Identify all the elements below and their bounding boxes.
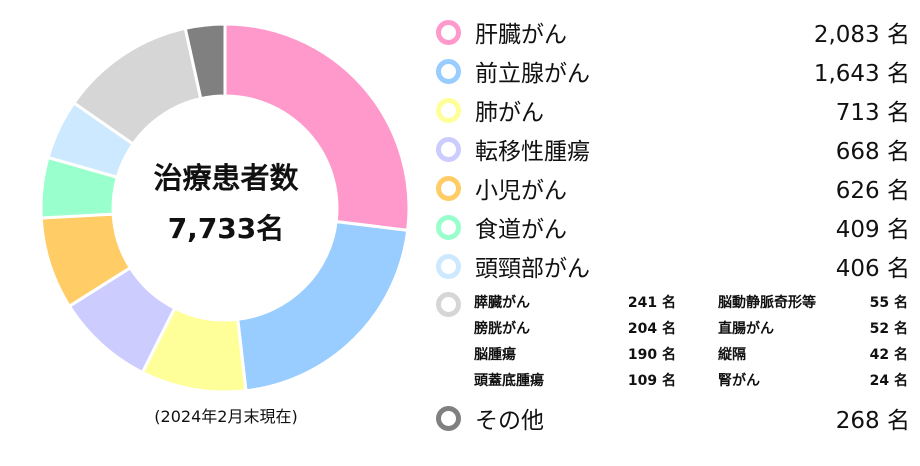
small-legend-item: 膀胱がん 204 名 [474,316,676,342]
center-title: 治療患者数 [153,161,299,195]
small-legend-label: 膵臓がん [474,295,530,311]
legend-item: 転移性腫瘍 668 名 [430,132,910,166]
legend-ring-icon [436,58,461,84]
legend-label: 頭頸部がん [475,256,590,282]
legend-ring-icon [436,253,461,279]
legend-item: 食道がん 409 名 [430,210,910,244]
legend-value: 668 名 [835,139,910,165]
legend-label: その他 [475,408,544,434]
legend-ring-icon [436,136,461,162]
small-legend-value: 109 名 [627,373,676,389]
legend-ring-icon [436,19,461,45]
small-legend-value: 241 名 [627,295,676,311]
small-legend-item: 脳動静脈奇形等 55 名 [718,290,908,316]
legend-item: 肝臓がん 2,083 名 [430,15,910,49]
legend-ring-icon [436,405,461,431]
small-legend-item: 膵臓がん 241 名 [474,290,676,316]
small-legend-item: 直腸がん 52 名 [718,316,908,342]
legend-ring-icon [436,97,461,123]
legend-label: 前立腺がん [475,61,590,87]
small-legend-item: 腎がん 24 名 [718,368,908,394]
small-legend-value: 204 名 [627,321,676,337]
legend-item: 頭頸部がん 406 名 [430,249,910,283]
small-legend-label: 腎がん [718,373,760,389]
small-legend-label: 直腸がん [718,321,774,337]
legend-value: 626 名 [835,178,910,204]
small-legend-label: 頭蓋底腫瘍 [474,373,544,389]
legend-value: 409 名 [835,217,910,243]
date-note: (2024年2月末現在) [154,407,298,426]
small-legend-value: 190 名 [627,347,676,363]
donut-chart-area: 治療患者数 7,733名 (2024年2月末現在) [0,0,440,466]
legend-value: 2,083 名 [813,22,910,48]
legend-label: 転移性腫瘍 [475,139,590,165]
legend-ring-icon [436,214,461,240]
legend-ring-icon [436,175,461,201]
donut-slice [183,22,227,101]
legend-item: 肺がん 713 名 [430,93,910,127]
donut-slice [236,219,410,393]
legend-item: 前立腺がん 1,643 名 [430,54,910,88]
legend-label: 肺がん [475,100,544,126]
small-legend-item: 頭蓋底腫瘍 109 名 [474,368,676,394]
donut-slice [223,22,411,233]
legend-label: 肝臓がん [475,22,567,48]
legend-value: 713 名 [835,100,910,126]
legend-label: 小児がん [475,178,567,204]
legend-value: 268 名 [835,408,910,434]
legend-value: 406 名 [835,256,910,282]
center-total: 7,733名 [167,212,285,245]
small-legend-item: 縦隔 42 名 [718,342,908,368]
legend-label: 食道がん [475,217,567,243]
small-legend-value: 55 名 [869,295,908,311]
donut-chart [39,22,411,394]
small-group-ring-icon [436,292,461,317]
small-legend-value: 42 名 [869,347,908,363]
legend: 膵臓がん 241 名膀胱がん 204 名脳腫瘍 190 名頭蓋底腫瘍 109 名 脳動静脈… [430,0,915,466]
small-legend-value: 52 名 [869,321,908,337]
small-legend-label: 縦隔 [718,347,746,363]
small-legend-label: 膀胱がん [474,321,530,337]
small-legend-label: 脳腫瘍 [474,347,516,363]
legend-item: その他 268 名 [430,401,910,435]
small-items-legend: 膵臓がん 241 名膀胱がん 204 名脳腫瘍 190 名頭蓋底腫瘍 109 名 脳動静脈… [430,290,910,394]
small-legend-label: 脳動静脈奇形等 [718,295,816,311]
small-legend-item: 脳腫瘍 190 名 [474,342,676,368]
small-legend-value: 24 名 [869,373,908,389]
legend-value: 1,643 名 [813,61,910,87]
legend-item: 小児がん 626 名 [430,171,910,205]
